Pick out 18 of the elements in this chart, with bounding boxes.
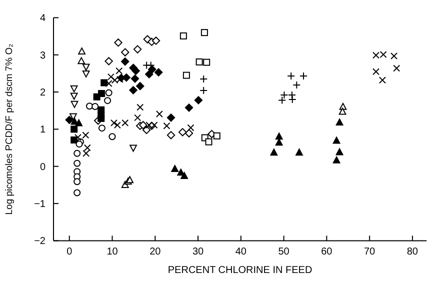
x-tick-label: 20 — [150, 246, 162, 258]
x-axis-title: PERCENT CHLORINE IN FEED — [168, 265, 312, 276]
x-tick-label: 40 — [235, 246, 247, 258]
y-tick-label: 2 — [40, 88, 46, 99]
x-tick-label: 50 — [278, 246, 290, 258]
y-axis-title: Log picomoles PCDD/F per dscm 7% O₂ — [4, 43, 15, 215]
x-tick-label: 0 — [66, 246, 73, 258]
y-tick-label: −1 — [34, 199, 46, 210]
x-tick-label: 80 — [406, 246, 418, 258]
x-tick-label: 60 — [321, 246, 333, 258]
y-tick-label: 1 — [40, 124, 46, 136]
y-tick-label: 3 — [40, 50, 46, 62]
y-tick-label: 4 — [40, 13, 46, 24]
y-tick-label: 0 — [40, 162, 46, 173]
x-tick-label: 10 — [106, 246, 118, 258]
x-tick-label: 30 — [192, 246, 204, 258]
x-tick-label: 70 — [364, 246, 376, 258]
y-tick-label: −2 — [34, 236, 46, 248]
